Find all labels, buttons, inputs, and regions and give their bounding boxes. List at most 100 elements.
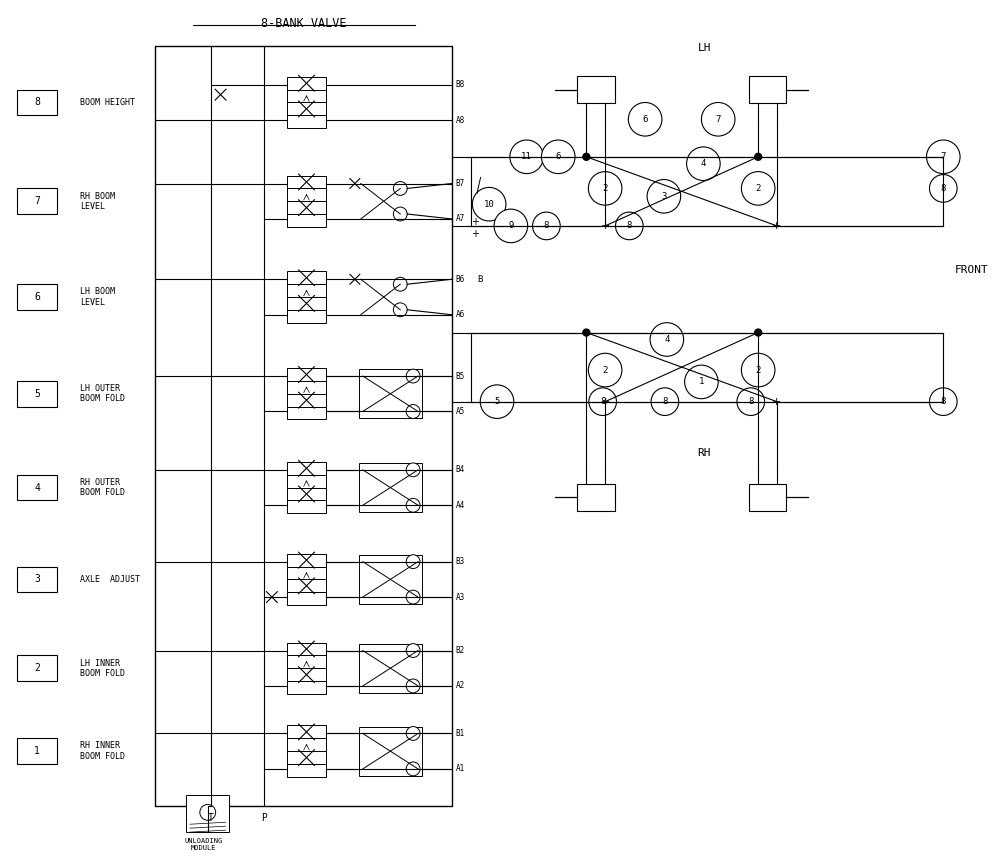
Circle shape bbox=[480, 385, 514, 419]
Bar bbox=[287, 592, 326, 605]
Circle shape bbox=[929, 388, 957, 415]
Circle shape bbox=[406, 369, 420, 383]
Text: 4: 4 bbox=[34, 483, 40, 492]
Text: B7: B7 bbox=[456, 179, 465, 188]
Bar bbox=[287, 175, 326, 188]
Text: +: + bbox=[600, 221, 610, 231]
Circle shape bbox=[685, 366, 718, 399]
Circle shape bbox=[687, 147, 720, 181]
Bar bbox=[287, 77, 326, 90]
Bar bbox=[287, 407, 326, 419]
Text: +: + bbox=[753, 152, 763, 162]
Text: 2: 2 bbox=[34, 663, 40, 673]
Bar bbox=[17, 739, 57, 764]
Bar bbox=[287, 656, 326, 669]
Circle shape bbox=[406, 762, 420, 776]
Text: +: + bbox=[753, 328, 763, 337]
Circle shape bbox=[393, 303, 407, 317]
Circle shape bbox=[406, 590, 420, 604]
Text: 6: 6 bbox=[642, 115, 648, 124]
Circle shape bbox=[589, 388, 616, 415]
Circle shape bbox=[701, 103, 735, 136]
Text: LH INNER
BOOM FOLD: LH INNER BOOM FOLD bbox=[80, 658, 125, 678]
Text: AXLE  ADJUST: AXLE ADJUST bbox=[80, 575, 140, 584]
Bar bbox=[287, 554, 326, 567]
Bar bbox=[359, 644, 422, 693]
Bar bbox=[287, 488, 326, 501]
Text: 6: 6 bbox=[34, 292, 40, 302]
Text: B5: B5 bbox=[456, 372, 465, 381]
Text: RH OUTER
BOOM FOLD: RH OUTER BOOM FOLD bbox=[80, 478, 125, 497]
Text: 1: 1 bbox=[34, 746, 40, 756]
Text: B6: B6 bbox=[456, 275, 465, 284]
Text: 2: 2 bbox=[602, 366, 608, 375]
Bar bbox=[287, 739, 326, 752]
Bar bbox=[287, 297, 326, 310]
Text: B3: B3 bbox=[456, 557, 465, 566]
Circle shape bbox=[494, 209, 528, 243]
Text: A8: A8 bbox=[456, 116, 465, 125]
Text: 7: 7 bbox=[716, 115, 721, 124]
Bar bbox=[17, 284, 57, 310]
Text: 2: 2 bbox=[755, 184, 761, 193]
Bar bbox=[17, 656, 57, 681]
Bar bbox=[287, 103, 326, 116]
Text: UNLOADING
MODULE: UNLOADING MODULE bbox=[185, 838, 223, 851]
Text: A4: A4 bbox=[456, 501, 465, 510]
Bar bbox=[287, 681, 326, 694]
Text: B4: B4 bbox=[456, 466, 465, 474]
Circle shape bbox=[406, 405, 420, 419]
Circle shape bbox=[647, 180, 681, 213]
Bar bbox=[287, 764, 326, 777]
Text: P: P bbox=[261, 813, 267, 823]
Circle shape bbox=[406, 463, 420, 477]
Text: LH BOOM
LEVEL: LH BOOM LEVEL bbox=[80, 288, 115, 306]
Circle shape bbox=[472, 187, 506, 221]
Text: B1: B1 bbox=[456, 729, 465, 738]
Circle shape bbox=[741, 171, 775, 205]
Text: A6: A6 bbox=[456, 310, 465, 319]
Circle shape bbox=[406, 679, 420, 693]
Circle shape bbox=[588, 354, 622, 387]
Circle shape bbox=[651, 388, 679, 415]
Circle shape bbox=[929, 175, 957, 202]
Bar bbox=[287, 271, 326, 284]
Bar bbox=[287, 580, 326, 592]
Text: RH: RH bbox=[698, 448, 711, 458]
Circle shape bbox=[927, 140, 960, 174]
Circle shape bbox=[406, 498, 420, 512]
Circle shape bbox=[583, 329, 590, 336]
Bar bbox=[287, 501, 326, 514]
Text: A1: A1 bbox=[456, 764, 465, 773]
Text: 8: 8 bbox=[627, 222, 632, 230]
Text: RH INNER
BOOM FOLD: RH INNER BOOM FOLD bbox=[80, 741, 125, 761]
Bar bbox=[287, 669, 326, 681]
Bar bbox=[359, 727, 422, 776]
Bar bbox=[287, 643, 326, 656]
Bar bbox=[17, 188, 57, 214]
Circle shape bbox=[406, 727, 420, 740]
Bar bbox=[287, 394, 326, 407]
Text: 4: 4 bbox=[701, 159, 706, 169]
Text: 7: 7 bbox=[941, 152, 946, 161]
Text: B8: B8 bbox=[456, 80, 465, 89]
Text: +: + bbox=[772, 221, 782, 231]
Text: 8-BANK VALVE: 8-BANK VALVE bbox=[261, 16, 346, 30]
Bar bbox=[287, 567, 326, 580]
Bar bbox=[577, 76, 615, 104]
Bar bbox=[287, 752, 326, 764]
Text: 8: 8 bbox=[34, 98, 40, 108]
Text: +: + bbox=[600, 396, 610, 407]
Text: 4: 4 bbox=[664, 335, 670, 344]
Bar bbox=[287, 726, 326, 739]
Bar bbox=[17, 567, 57, 592]
Circle shape bbox=[616, 212, 643, 240]
Text: +: + bbox=[582, 152, 591, 162]
Circle shape bbox=[737, 388, 765, 415]
Bar bbox=[287, 462, 326, 475]
Circle shape bbox=[533, 212, 560, 240]
Text: 11: 11 bbox=[521, 152, 532, 161]
Bar bbox=[17, 90, 57, 116]
Text: 3: 3 bbox=[661, 192, 667, 201]
Circle shape bbox=[628, 103, 662, 136]
